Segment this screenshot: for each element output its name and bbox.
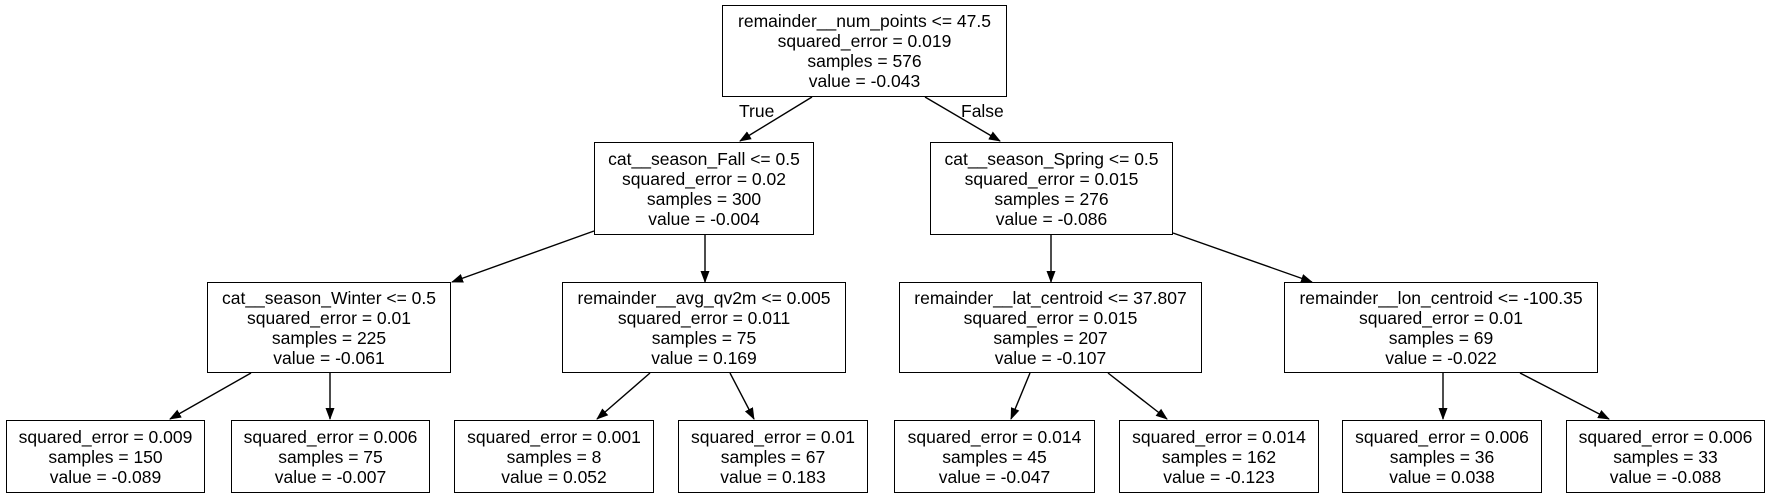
node-samples: samples = 75 [278, 446, 383, 467]
tree-leaf-rrl: squared_error = 0.006 samples = 36 value… [1342, 420, 1542, 493]
node-squared-error: squared_error = 0.006 [243, 426, 418, 447]
node-value: value = -0.022 [1385, 347, 1497, 368]
node-value: value = -0.047 [938, 466, 1051, 487]
node-squared-error: squared_error = 0.006 [1578, 426, 1753, 447]
tree-leaf-lrr: squared_error = 0.01 samples = 67 value … [678, 420, 868, 493]
node-split-rule: cat__season_Fall <= 0.5 [608, 148, 800, 169]
node-value: value = -0.089 [49, 466, 162, 487]
tree-node-rr: remainder__lon_centroid <= -100.35 squar… [1284, 282, 1598, 373]
node-samples: samples = 36 [1389, 446, 1495, 467]
tree-node-r: cat__season_Spring <= 0.5 squared_error … [930, 142, 1173, 235]
edge-label-true: True [739, 101, 775, 121]
tree-node-lr: remainder__avg_qv2m <= 0.005 squared_err… [562, 282, 846, 373]
node-samples: samples = 225 [271, 327, 387, 348]
node-squared-error: squared_error = 0.02 [622, 168, 786, 189]
node-value: value = 0.183 [720, 466, 826, 487]
node-samples: samples = 207 [993, 327, 1108, 348]
node-split-rule: remainder__num_points <= 47.5 [738, 11, 991, 31]
node-value: value = 0.052 [501, 466, 607, 487]
node-value: value = -0.004 [648, 208, 760, 229]
edge-rr-rrr [1519, 372, 1610, 420]
node-squared-error: squared_error = 0.014 [1132, 426, 1306, 447]
node-squared-error: squared_error = 0.01 [247, 307, 411, 328]
edge-ll-lll [169, 372, 252, 420]
node-split-rule: remainder__lat_centroid <= 37.807 [914, 287, 1187, 308]
node-squared-error: squared_error = 0.001 [467, 426, 641, 447]
node-samples: samples = 33 [1613, 446, 1718, 467]
node-samples: samples = 576 [807, 51, 922, 71]
node-value: value = -0.088 [1609, 466, 1722, 487]
node-squared-error: squared_error = 0.01 [1359, 307, 1523, 328]
node-value: value = -0.107 [994, 347, 1107, 368]
node-split-rule: cat__season_Spring <= 0.5 [944, 148, 1159, 169]
edge-label-false: False [961, 101, 1004, 121]
node-samples: samples = 8 [506, 446, 602, 467]
tree-node-rl: remainder__lat_centroid <= 37.807 square… [899, 282, 1202, 373]
node-split-rule: remainder__avg_qv2m <= 0.005 [577, 287, 831, 308]
edge-l-ll [451, 230, 595, 283]
edge-root-l [739, 96, 813, 142]
node-squared-error: squared_error = 0.015 [963, 307, 1138, 328]
node-samples: samples = 276 [994, 188, 1109, 209]
edge-rl-rlr [1107, 372, 1168, 420]
tree-leaf-llr: squared_error = 0.006 samples = 75 value… [231, 420, 430, 493]
node-value: value = -0.086 [995, 208, 1108, 229]
node-value: value = 0.038 [1389, 466, 1495, 487]
node-samples: samples = 150 [48, 446, 163, 467]
node-samples: samples = 75 [651, 327, 757, 348]
node-split-rule: cat__season_Winter <= 0.5 [221, 287, 437, 308]
tree-leaf-lll: squared_error = 0.009 samples = 150 valu… [6, 420, 205, 493]
node-value: value = -0.123 [1163, 466, 1275, 487]
tree-node-ll: cat__season_Winter <= 0.5 squared_error … [207, 282, 451, 373]
node-squared-error: squared_error = 0.015 [964, 168, 1139, 189]
tree-node-l: cat__season_Fall <= 0.5 squared_error = … [594, 142, 814, 235]
node-split-rule: remainder__lon_centroid <= -100.35 [1299, 287, 1583, 308]
edge-lr-lrl [596, 372, 651, 420]
node-squared-error: squared_error = 0.011 [617, 307, 791, 328]
tree-leaf-rrr: squared_error = 0.006 samples = 33 value… [1566, 420, 1765, 493]
edge-root-r [924, 96, 1001, 142]
node-samples: samples = 45 [942, 446, 1047, 467]
node-squared-error: squared_error = 0.009 [18, 426, 193, 447]
edge-rl-rll [1010, 372, 1031, 420]
node-squared-error: squared_error = 0.019 [777, 31, 952, 51]
node-value: value = 0.169 [651, 347, 757, 368]
node-samples: samples = 67 [720, 446, 826, 467]
node-value: value = -0.007 [274, 466, 387, 487]
tree-leaf-rll: squared_error = 0.014 samples = 45 value… [894, 420, 1095, 493]
node-samples: samples = 69 [1388, 327, 1494, 348]
tree-leaf-rlr: squared_error = 0.014 samples = 162 valu… [1119, 420, 1319, 493]
tree-node-root: remainder__num_points <= 47.5 squared_er… [722, 5, 1007, 97]
node-value: value = -0.043 [808, 71, 921, 91]
edge-lr-lrr [729, 372, 755, 420]
node-squared-error: squared_error = 0.014 [907, 426, 1082, 447]
edge-r-rr [1172, 232, 1313, 283]
tree-leaf-lrl: squared_error = 0.001 samples = 8 value … [454, 420, 654, 493]
node-squared-error: squared_error = 0.006 [1355, 426, 1529, 447]
node-samples: samples = 162 [1161, 446, 1277, 467]
node-value: value = -0.061 [273, 347, 385, 368]
node-samples: samples = 300 [646, 188, 762, 209]
node-squared-error: squared_error = 0.01 [691, 426, 855, 447]
